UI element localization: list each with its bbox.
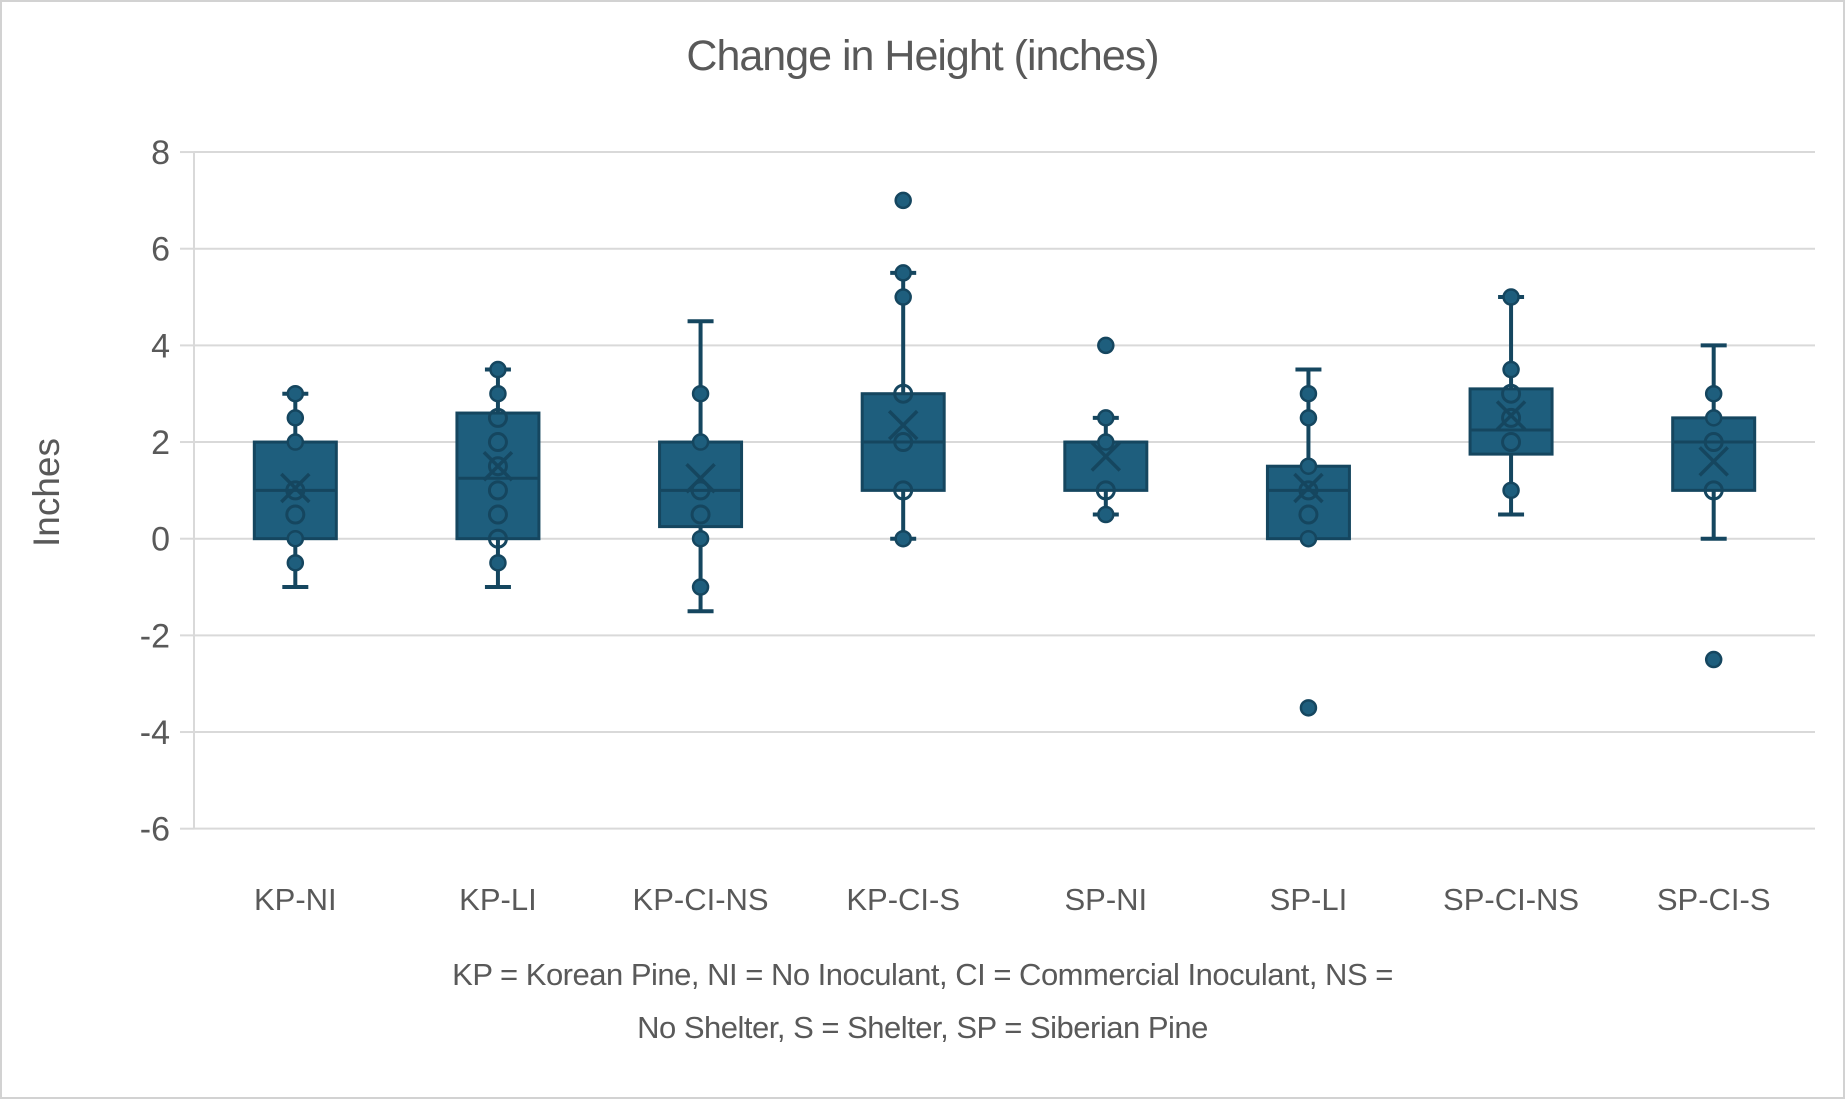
- data-point: [691, 433, 710, 451]
- data-point-open: [690, 480, 711, 501]
- y-tick-label: 8: [151, 134, 170, 172]
- data-point: [1299, 409, 1318, 427]
- data-point-open: [487, 432, 508, 453]
- data-point: [1502, 360, 1520, 379]
- y-tick-label: 2: [151, 424, 170, 462]
- data-point: [1097, 433, 1115, 451]
- box-KP-CI-NS: [658, 440, 744, 529]
- data-point: [1299, 529, 1318, 548]
- data-point: [286, 554, 305, 572]
- data-point: [286, 409, 305, 427]
- data-point: [894, 529, 912, 548]
- box-SP-LI: [1265, 464, 1351, 541]
- x-category-label: KP-LI: [459, 882, 537, 917]
- x-category-label: SP-CI-S: [1657, 882, 1771, 917]
- y-tick-label: 6: [151, 231, 170, 269]
- data-point-open: [1501, 407, 1522, 428]
- data-point: [894, 264, 912, 282]
- data-point: [286, 433, 305, 451]
- y-tick-label: -2: [140, 617, 170, 655]
- data-point-open: [487, 407, 508, 428]
- data-point: [286, 529, 305, 548]
- y-tick-label: 0: [151, 521, 170, 559]
- mean-marker: [280, 472, 311, 504]
- data-point: [1097, 505, 1115, 524]
- data-point: [1299, 384, 1318, 403]
- data-point-open: [285, 504, 306, 525]
- x-category-label: KP-NI: [254, 882, 337, 917]
- data-point-open: [1298, 504, 1319, 525]
- data-point: [1704, 650, 1723, 669]
- data-point-open: [487, 528, 508, 549]
- box-SP-CI-S: [1671, 416, 1757, 492]
- data-point: [1299, 699, 1318, 717]
- x-category-label: KP-CI-S: [846, 882, 960, 917]
- data-point: [489, 384, 507, 403]
- chart-title: Change in Height (inches): [686, 32, 1159, 80]
- data-point-open: [893, 480, 914, 501]
- mean-marker: [482, 450, 514, 482]
- box-SP-CI-NS: [1468, 387, 1554, 456]
- y-tick-label: -4: [140, 714, 170, 752]
- mean-marker: [1698, 446, 1729, 477]
- data-point: [894, 191, 912, 210]
- data-point-open: [690, 504, 711, 525]
- data-point-open: [1501, 383, 1522, 404]
- mean-marker: [1495, 400, 1527, 431]
- caption-line-1: KP = Korean Pine, NI = No Inoculant, CI …: [452, 957, 1393, 992]
- data-point: [1299, 457, 1318, 475]
- data-point-open: [285, 480, 306, 501]
- mean-marker: [1293, 472, 1324, 504]
- data-point-open: [487, 480, 508, 501]
- data-point-open: [1703, 432, 1724, 453]
- data-point: [1704, 384, 1723, 403]
- x-category-label: KP-CI-NS: [633, 882, 769, 917]
- data-point: [691, 384, 710, 403]
- data-point-open: [893, 432, 914, 453]
- data-point-open: [1501, 432, 1522, 453]
- data-point: [1704, 409, 1723, 427]
- data-point: [1502, 481, 1520, 500]
- mean-marker: [1090, 441, 1122, 472]
- data-point-open: [487, 456, 508, 477]
- y-tick-label: -6: [140, 811, 170, 849]
- data-point-open: [1298, 480, 1319, 501]
- data-point: [691, 578, 710, 596]
- data-point-open: [487, 504, 508, 525]
- data-point-open: [893, 383, 914, 404]
- data-point: [1502, 288, 1520, 306]
- data-point: [489, 360, 507, 379]
- data-point: [1097, 336, 1115, 355]
- data-point-open: [1703, 480, 1724, 501]
- x-category-label: SP-CI-NS: [1443, 882, 1579, 917]
- data-point: [286, 384, 305, 403]
- data-point: [894, 288, 912, 306]
- data-point: [489, 554, 507, 572]
- x-category-label: SP-LI: [1270, 882, 1348, 917]
- mean-marker: [887, 409, 919, 441]
- caption-line-2: No Shelter, S = Shelter, SP = Siberian P…: [637, 1010, 1208, 1045]
- data-point-open: [1095, 480, 1116, 501]
- x-category-label: SP-NI: [1064, 882, 1147, 917]
- axis-caption: KP = Korean Pine, NI = No Inoculant, CI …: [2, 948, 1843, 1054]
- y-tick-label: 4: [151, 327, 170, 365]
- data-point: [691, 529, 710, 548]
- data-point: [1097, 409, 1115, 427]
